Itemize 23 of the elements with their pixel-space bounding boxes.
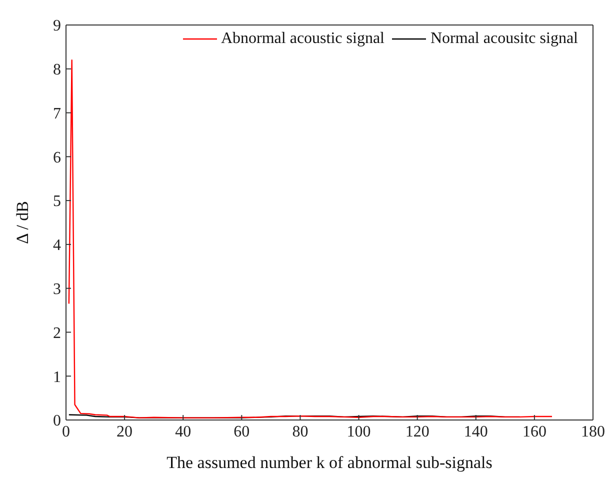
y-tick-label: 5	[53, 193, 61, 210]
y-tick-label: 9	[53, 18, 61, 35]
x-tick-label: 180	[581, 423, 605, 440]
y-tick-label: 8	[53, 62, 61, 79]
y-tick-label: 2	[53, 324, 61, 342]
legend-label: Abnormal acoustic signal	[220, 30, 384, 48]
x-tick-label: 120	[405, 423, 430, 440]
x-tick-label: 160	[522, 423, 546, 440]
x-tick-label: 40	[175, 423, 192, 440]
legend-label: Normal acousitc signal	[429, 30, 578, 48]
x-tick-label: 20	[116, 423, 133, 440]
y-tick-label: 1	[53, 368, 61, 386]
y-tick-label: 3	[53, 281, 61, 298]
y-tick-label: 7	[53, 105, 61, 122]
line-series	[68, 60, 553, 418]
x-tick-label: 80	[292, 423, 308, 440]
x-tick-label: 60	[234, 423, 250, 440]
y-axis-title: Δ / dB	[13, 200, 32, 244]
x-axis-title: The assumed number k of abnormal sub-signals	[166, 453, 492, 472]
x-tick-label: 140	[464, 423, 488, 440]
y-tick-label: 6	[53, 149, 61, 166]
x-tick-label: 100	[346, 423, 371, 440]
y-tick-label: 4	[53, 237, 61, 254]
